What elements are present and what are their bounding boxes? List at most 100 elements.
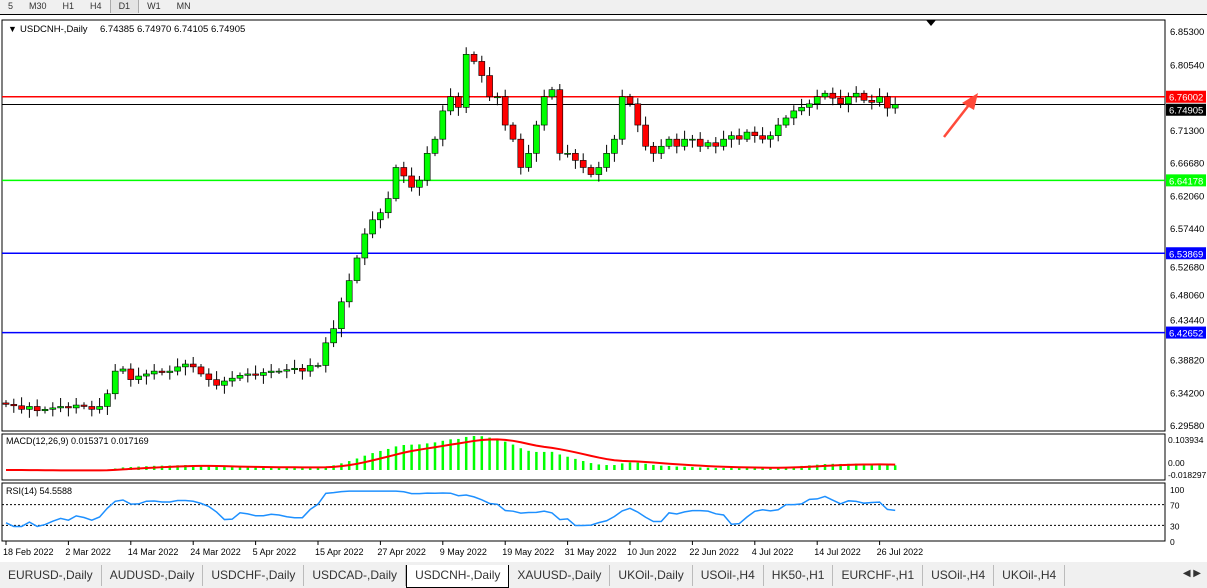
candle xyxy=(626,96,634,105)
candle xyxy=(728,135,735,140)
candle xyxy=(884,96,891,109)
chart-tab[interactable]: USOil-,H4 xyxy=(923,565,995,586)
rsi-axis-label: 0 xyxy=(1170,537,1175,547)
date-axis-label: 31 May 2022 xyxy=(565,547,617,557)
candle xyxy=(228,377,236,382)
candle xyxy=(291,367,298,371)
price-axis-label: 6.57440 xyxy=(1170,224,1204,235)
candle xyxy=(345,280,353,303)
candle xyxy=(205,373,213,380)
candle xyxy=(65,406,72,409)
candle xyxy=(494,96,501,99)
candle xyxy=(330,328,337,344)
price-axis-label: 6.52680 xyxy=(1170,262,1204,273)
price-tag: 6.42652 xyxy=(1169,329,1203,340)
chart-tab[interactable]: EURCHF-,H1 xyxy=(833,565,924,586)
candle xyxy=(377,212,384,221)
candle xyxy=(182,363,189,368)
price-tag: 6.74905 xyxy=(1169,106,1203,117)
candle xyxy=(236,375,244,379)
candle xyxy=(634,103,642,126)
candle xyxy=(119,368,127,372)
chart-canvas[interactable]: ▼ USDCNH-,Daily 6.74385 6.74970 6.74105 6.… xyxy=(0,15,1207,563)
chart-tab[interactable]: EURUSD-,Daily xyxy=(0,565,102,586)
candle xyxy=(611,138,618,154)
macd-axis-bottom: 0.00 xyxy=(1168,458,1185,468)
chart-window[interactable]: ▼ USDCNH-,Daily 6.74385 6.74970 6.74105 6.… xyxy=(0,14,1207,562)
candle xyxy=(860,92,868,101)
rsi-axis-label: 100 xyxy=(1170,485,1184,495)
candle xyxy=(213,379,220,386)
timeframe-m30[interactable]: M30 xyxy=(29,1,47,11)
chart-tab[interactable]: HK50-,H1 xyxy=(764,565,834,586)
candle xyxy=(689,138,696,141)
candle xyxy=(2,402,10,405)
date-axis-label: 5 Apr 2022 xyxy=(253,547,297,557)
candle xyxy=(572,153,579,161)
candle xyxy=(57,406,64,409)
candle xyxy=(618,96,626,140)
chart-tab[interactable]: USDCNH-,Daily xyxy=(406,565,510,588)
candle xyxy=(712,142,720,147)
candle xyxy=(392,167,400,199)
candle xyxy=(837,97,844,105)
candle xyxy=(891,104,899,109)
candle xyxy=(821,92,829,98)
candle xyxy=(813,96,821,105)
rsi-axis-label: 30 xyxy=(1170,521,1180,531)
candle xyxy=(525,153,532,168)
candle xyxy=(18,405,25,410)
candle xyxy=(642,124,649,147)
symbol-dropdown-icon[interactable]: ▼ xyxy=(8,24,17,34)
candle xyxy=(41,409,49,412)
chart-tab[interactable]: USDCHF-,Daily xyxy=(203,565,305,586)
tab-scroll-arrows-icon[interactable]: ◀ ▶ xyxy=(1182,568,1201,579)
timeframe-h4[interactable]: H4 xyxy=(90,1,102,11)
candle xyxy=(135,375,142,380)
candle xyxy=(189,363,197,368)
chart-tab[interactable]: USDCAD-,Daily xyxy=(304,565,407,586)
chart-tab[interactable]: UKOil-,Daily xyxy=(610,565,693,586)
date-axis-label: 26 Jul 2022 xyxy=(877,547,924,557)
timeframe-w1[interactable]: W1 xyxy=(147,1,161,11)
candle xyxy=(650,145,657,154)
date-axis-label: 19 May 2022 xyxy=(502,547,554,557)
macd-pane[interactable] xyxy=(1,433,1166,481)
chart-tab[interactable]: AUDUSD-,Daily xyxy=(102,565,204,586)
candle xyxy=(314,365,322,367)
candle xyxy=(275,370,283,373)
candle xyxy=(416,179,423,188)
timeframe-h1[interactable]: H1 xyxy=(62,1,75,11)
price-axis-label: 6.34200 xyxy=(1170,388,1204,399)
candle xyxy=(564,153,571,155)
chart-tab[interactable]: XAUUSD-,Daily xyxy=(509,565,611,586)
candle xyxy=(579,160,587,168)
main-pane[interactable] xyxy=(1,19,1166,432)
chart-tab[interactable]: USOil-,H4 xyxy=(693,565,764,586)
candle xyxy=(143,373,150,377)
candle xyxy=(439,110,447,140)
chart-shift-marker-icon[interactable] xyxy=(926,20,936,26)
candle xyxy=(408,175,415,188)
candle xyxy=(852,92,860,98)
candle xyxy=(681,138,688,147)
candle xyxy=(49,407,57,410)
price-axis-label: 6.71300 xyxy=(1170,126,1204,137)
rsi-pane[interactable] xyxy=(1,482,1166,542)
candle xyxy=(696,138,704,147)
timeframe-mn[interactable]: MN xyxy=(176,1,191,11)
candle xyxy=(509,124,517,140)
date-axis-label: 14 Mar 2022 xyxy=(128,547,179,557)
timeframe-d1[interactable]: D1 xyxy=(109,0,140,13)
candle xyxy=(260,372,267,376)
candle xyxy=(657,145,665,154)
candle xyxy=(10,404,18,407)
date-axis-label: 9 May 2022 xyxy=(440,547,487,557)
price-axis-label: 6.66680 xyxy=(1170,159,1204,170)
candle xyxy=(743,131,751,140)
price-axis-label: 6.62060 xyxy=(1170,191,1204,202)
candle xyxy=(150,370,158,375)
chart-tab[interactable]: UKOil-,H4 xyxy=(994,565,1066,586)
timeframe-5[interactable]: 5 xyxy=(8,1,14,11)
candle xyxy=(166,370,174,373)
